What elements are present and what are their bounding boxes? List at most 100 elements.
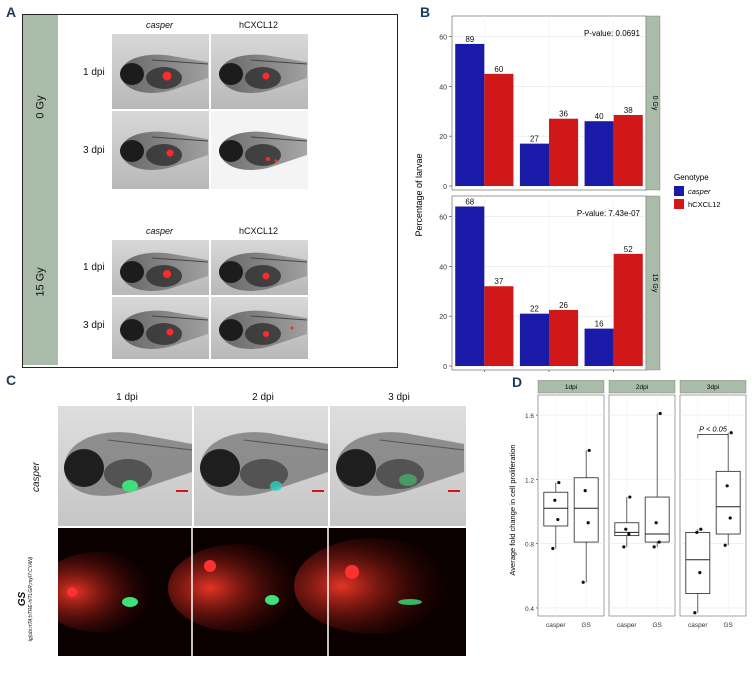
bar-value-label: 38 [624,106,633,115]
facet-strip-label: 2dpi [636,384,648,391]
y-tick-label: 40 [439,264,447,271]
box-GS [715,470,741,535]
bar-value-label: 27 [530,135,539,144]
data-point [654,521,658,525]
facet-strip-label: 0 Gy [651,96,658,111]
row-label-casper: casper [31,462,42,493]
col-header-2dpi: 2 dpi [252,392,274,403]
data-point [553,498,557,502]
data-point [586,521,590,525]
micrographs-15gy [112,240,308,359]
facet-strip [679,380,747,394]
legend-title: Genotype [674,173,709,182]
facet-strip [645,15,661,191]
y-tick-label: 20 [439,314,447,321]
tumor-dot [262,72,270,80]
strip-0gy: 0 Gy [23,15,58,199]
tumor-dot [266,157,270,161]
col-header-1dpi: 1 dpi [116,392,138,403]
y-tick-label: 0.4 [525,606,534,613]
row-label-gs-sub: tg(ubi:rtTA;hTRE-hITLGR;myl7:CYAN) [28,556,34,642]
x-tick-label: casper [688,622,708,629]
bar-value-label: 26 [559,301,568,310]
facet-1dpi: 1dpi [537,380,605,617]
data-point [557,480,561,485]
col-header-casper-0gy: casper [145,20,173,30]
bar-value-label: 52 [624,245,633,254]
bar-hCXCL12 [484,286,514,366]
data-point [657,540,661,544]
scale-bar [448,490,460,492]
facet-0: 0 20 40 60 89 27 40 60 36 38 P-value: 0.0691 0 Gy [439,15,661,191]
tumor-dot [162,71,172,81]
col-header-3dpi: 3 dpi [388,392,410,403]
y-axis-label: Percentage of larvae [414,153,424,236]
panel-letter-a: A [6,4,17,20]
tumor-dot [290,326,294,330]
bar-value-label: 22 [530,305,539,314]
facet-1: 0 20 40 60 68 22 16 37 26 52 P-value: 7.43e-07 15 G… [439,195,661,371]
tumor-dot [274,159,278,163]
data-point [723,543,727,547]
box-GS [644,496,670,543]
tumor-dot [263,331,269,337]
panel-b-chart: Percentage of larvae 0 20 40 60 89 27 40 60 36 38 P… [414,15,721,372]
xenograft-green [399,474,417,486]
row-label-1dpi-15gy: 1 dpi [83,262,105,273]
bar-casper [519,143,549,186]
x-tick-label: GS [723,622,733,629]
panel-d-chart: Average fold change in cell proliferatio… [508,380,747,629]
facet-strip-label: 3dpi [707,384,719,391]
facet-strip-label: 1dpi [565,384,577,391]
box-GS [573,477,599,543]
y-tick-label: 1.2 [525,477,534,484]
tumor-dot [166,328,174,336]
col-header-hcxcl12-0gy: hCXCL12 [238,20,279,30]
tumor-dot [163,270,171,278]
xenograft-green [270,481,282,491]
panel-letter-b: B [420,4,431,20]
bar-hCXCL12 [549,118,579,186]
col-header-hcxcl12-15gy: hCXCL12 [238,226,279,236]
micrographs-0gy [112,34,308,189]
legend-swatch-hCXCL12 [674,199,684,209]
bar-hCXCL12 [549,309,579,366]
x-tick-label: casper [617,622,637,629]
strip-15gy-label: 15 Gy [34,267,47,297]
data-point [695,530,699,535]
y-tick-label: 0 [443,184,447,191]
y-tick-label: 60 [439,214,447,221]
bar-casper [455,43,485,186]
facet-2dpi: 2dpi [608,380,676,617]
p-value-label: P-value: 7.43e-07 [577,209,641,218]
strip-15gy: 15 Gy [23,199,58,365]
bar-value-label: 60 [494,65,503,74]
bar-casper [455,206,485,366]
row-label-1dpi-0gy: 1 dpi [83,67,105,78]
significance-label: P < 0.05 [699,424,728,433]
y-tick-label: 0 [443,364,447,371]
y-axis-label: Average fold change in cell proliferatio… [508,444,517,575]
y-tick-label: 40 [439,84,447,91]
bar-value-label: 16 [595,320,604,329]
p-value-label: P-value: 0.0691 [584,29,641,38]
legend-swatch-casper [674,186,684,196]
facet-strip [537,380,605,394]
strip-0gy-label: 0 Gy [34,95,47,119]
bar-value-label: 40 [595,112,604,121]
bar-value-label: 89 [465,35,474,44]
data-point [583,489,587,493]
x-tick-label: GS [581,622,591,629]
xenograft-green [122,597,138,607]
tumor-dot [166,149,174,157]
data-point [728,516,732,520]
bar-casper [584,121,614,186]
y-tick-label: 60 [439,34,447,41]
data-point [693,611,697,615]
xenograft-green [398,599,422,605]
y-tick-label: 1.6 [525,413,534,420]
data-point [658,411,662,416]
bar-hCXCL12 [484,73,514,186]
data-point [587,448,591,453]
box-casper [543,491,569,527]
